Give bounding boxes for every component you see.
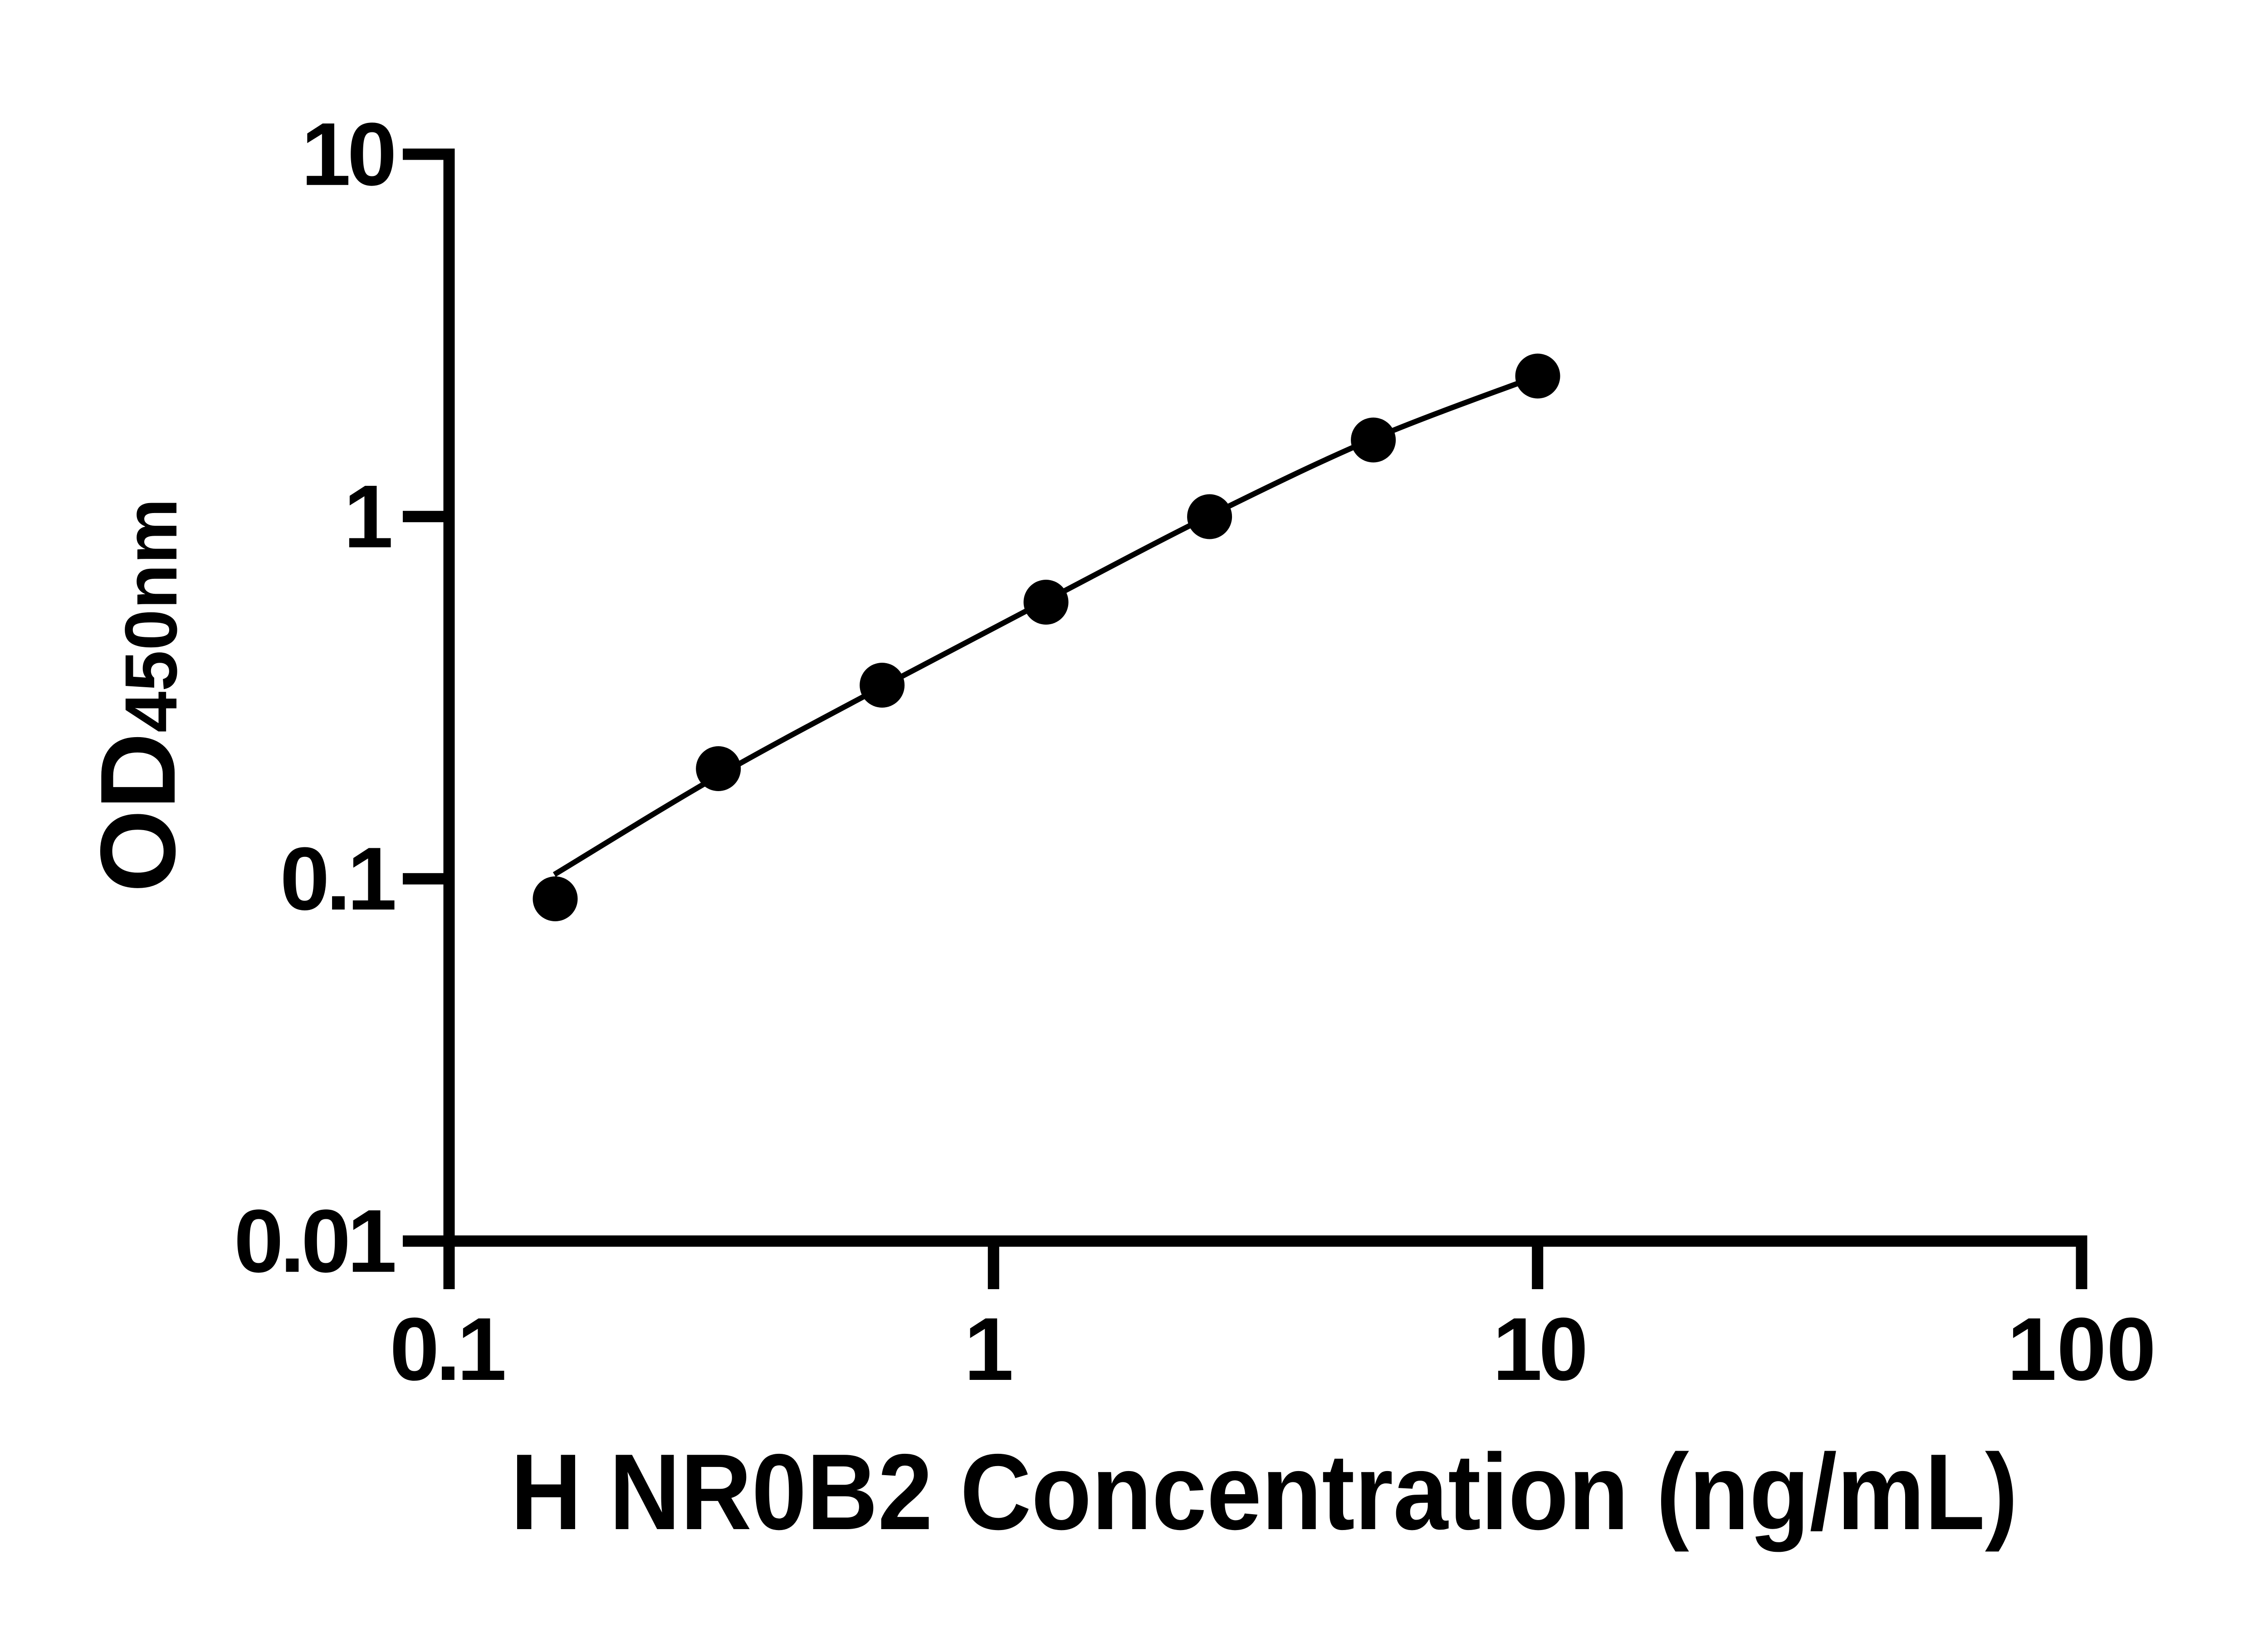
svg-text:100: 100 xyxy=(2007,1299,2156,1399)
svg-text:1: 1 xyxy=(964,1299,1014,1399)
svg-text:0.1: 0.1 xyxy=(390,1299,504,1399)
svg-text:H NR0B2 Concentration (ng/mL): H NR0B2 Concentration (ng/mL) xyxy=(511,1432,2018,1552)
svg-text:10: 10 xyxy=(301,104,394,204)
svg-text:0.01: 0.01 xyxy=(234,1191,395,1291)
svg-text:1: 1 xyxy=(343,467,393,567)
svg-text:0.1: 0.1 xyxy=(280,829,395,929)
svg-text:10: 10 xyxy=(1492,1299,1585,1399)
